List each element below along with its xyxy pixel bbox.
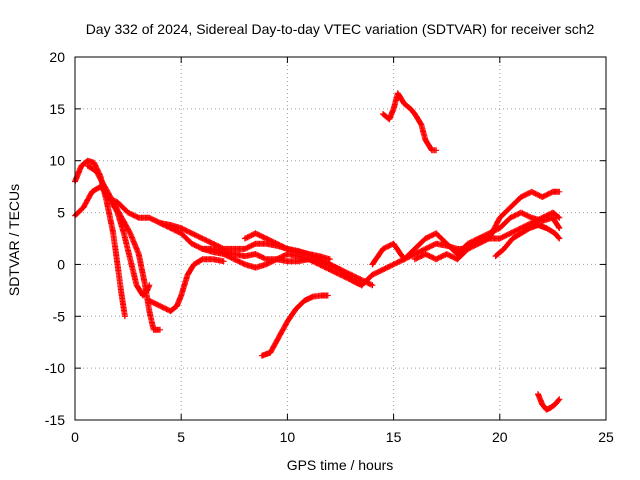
y-tick-label: -5	[53, 308, 66, 324]
series-sat-h	[241, 230, 333, 263]
x-tick-label: 25	[598, 429, 614, 445]
marker-track	[241, 230, 333, 263]
y-tick-label: 10	[49, 153, 65, 169]
plot-frame	[74, 56, 607, 421]
x-tick-label: 15	[386, 429, 402, 445]
marker-track	[411, 209, 563, 263]
y-tick-label: 20	[49, 49, 65, 65]
y-tick-label: 15	[49, 101, 65, 117]
x-tick-label: 5	[177, 429, 185, 445]
marker-track	[535, 391, 563, 413]
marker-track	[146, 256, 227, 315]
chart-title: Day 332 of 2024, Sidereal Day-to-day VTE…	[86, 21, 595, 37]
marker-track	[199, 245, 365, 289]
axis-ticks: 0 5 10 15 20 25 -15 -10 -5 0 5 10 15 20	[45, 49, 614, 445]
x-tick-label: 20	[492, 429, 508, 445]
y-tick-label: -10	[45, 360, 65, 376]
series-sat-i	[258, 292, 331, 359]
y-tick-label: 0	[57, 256, 65, 272]
series-sat-g	[199, 245, 365, 289]
marker-track	[258, 292, 331, 359]
data-points	[72, 90, 563, 413]
marker-track	[492, 222, 563, 260]
grid-lines	[75, 57, 606, 420]
x-axis-label: GPS time / hours	[287, 457, 394, 473]
series-sat-l	[411, 209, 563, 263]
marker-track	[380, 90, 440, 154]
x-tick-label: 10	[280, 429, 296, 445]
x-tick-label: 0	[71, 429, 79, 445]
series-sat-m	[492, 222, 563, 260]
series-sat-n	[380, 90, 440, 154]
y-tick-label: -15	[45, 412, 65, 428]
y-axis-label: SDTVAR / TECUs	[6, 184, 22, 296]
series-sat-o	[535, 391, 563, 413]
y-tick-label: 5	[57, 205, 65, 221]
series-sat-e	[146, 256, 227, 315]
